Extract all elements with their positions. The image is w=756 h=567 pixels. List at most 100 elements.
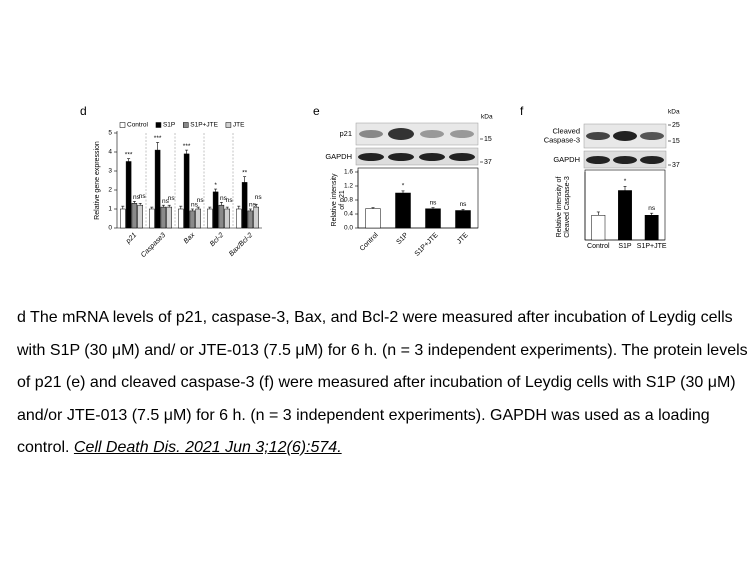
marker-label: 37 xyxy=(672,162,680,169)
significance-label: ns xyxy=(255,194,263,201)
x-tick-label: Bcl-2 xyxy=(209,232,225,248)
bar xyxy=(236,208,242,229)
significance-label: ns xyxy=(139,193,147,200)
x-tick-label: Bax/Bcl-2 xyxy=(228,232,254,258)
marker-label: 25 xyxy=(672,122,680,129)
bar xyxy=(455,210,471,229)
bar xyxy=(212,191,219,229)
legend-swatch xyxy=(225,122,232,128)
significance-label: ns xyxy=(220,195,228,202)
citation: Cell Death Dis. 2021 Jun 3;12(6):574. xyxy=(73,439,342,456)
caption-text: d The mRNA levels of p21, caspase-3, Bax… xyxy=(17,309,748,456)
marker-label: 15 xyxy=(484,136,492,143)
legend-label: S1P xyxy=(163,122,175,129)
blot-f xyxy=(583,123,667,169)
significance-label: *** xyxy=(183,143,191,150)
bar xyxy=(591,215,606,241)
bar xyxy=(241,182,248,229)
bar xyxy=(207,208,213,229)
x-tick-label: p21 xyxy=(124,232,138,246)
bar xyxy=(131,203,138,229)
y-axis-label: Relative intensity of xyxy=(556,177,563,238)
blot-label: Caspase-3 xyxy=(544,135,580,144)
y-axis-label: Relative gene expression xyxy=(94,141,101,220)
y-tick-label: 1.6 xyxy=(344,169,353,176)
y-tick-label: 3 xyxy=(108,168,112,175)
significance-label: ns xyxy=(191,202,199,209)
bar xyxy=(224,208,230,229)
significance-label: * xyxy=(402,183,405,190)
x-tick-label: S1P xyxy=(395,232,410,247)
x-tick-label: Control xyxy=(587,243,610,250)
x-tick-label: JTE xyxy=(456,232,470,246)
significance-label: ns xyxy=(162,198,170,205)
bar xyxy=(195,208,201,229)
panel-label: f xyxy=(520,104,524,118)
bar xyxy=(154,149,161,229)
blot-label: p21 xyxy=(339,129,352,138)
significance-label: ns xyxy=(197,197,205,204)
blot-label: GAPDH xyxy=(325,152,352,161)
bar xyxy=(178,208,184,229)
bar xyxy=(425,208,441,229)
bar xyxy=(120,208,126,229)
y-tick-label: 4 xyxy=(108,149,112,156)
y-tick-label: 0 xyxy=(108,225,112,232)
significance-label: ns xyxy=(430,199,438,206)
bar xyxy=(125,161,132,229)
blot-e xyxy=(355,122,479,166)
significance-label: *** xyxy=(125,151,133,158)
significance-label: * xyxy=(214,182,217,189)
y-tick-label: 0.4 xyxy=(344,211,353,218)
legend-swatch xyxy=(155,122,162,128)
x-tick-label: Caspase3 xyxy=(140,232,167,259)
panel-label: d xyxy=(80,104,87,118)
x-tick-label: Bax xyxy=(183,231,197,245)
legend-label: JTE xyxy=(233,122,245,129)
significance-label: ns xyxy=(226,197,234,204)
bar xyxy=(395,192,411,229)
x-tick-label: S1P+JTE xyxy=(637,243,667,250)
y-tick-label: 1.2 xyxy=(344,183,353,190)
y-tick-label: 2 xyxy=(108,187,112,194)
y-axis-label: Cleaved Caspase-3 xyxy=(564,176,571,238)
bar xyxy=(218,204,225,229)
panel-label: e xyxy=(313,104,320,118)
legend-label: Control xyxy=(127,122,149,129)
x-tick-label: Control xyxy=(359,231,380,252)
bar xyxy=(149,208,155,229)
significance-label: * xyxy=(624,178,627,185)
legend-label: S1P+JTE xyxy=(190,122,218,129)
x-tick-label: S1P+JTE xyxy=(414,232,440,258)
y-axis-label: of p21 xyxy=(339,190,346,210)
legend-swatch xyxy=(183,122,189,128)
bar xyxy=(166,206,172,229)
y-tick-label: 1 xyxy=(108,206,112,213)
blot-label: Cleaved xyxy=(552,126,580,135)
bar xyxy=(160,206,167,229)
significance-label: ** xyxy=(242,169,248,176)
bar xyxy=(618,190,632,241)
bar xyxy=(183,153,190,229)
bar xyxy=(365,208,381,229)
caption: d The mRNA levels of p21, caspase-3, Bax… xyxy=(17,302,753,465)
y-axis-label: Relative intensity xyxy=(331,173,338,226)
bar xyxy=(189,210,196,229)
significance-label: *** xyxy=(154,135,162,142)
marker-label: 15 xyxy=(672,138,680,145)
significance-label: ns xyxy=(133,194,141,201)
y-tick-label: 5 xyxy=(108,130,112,137)
kda-label: kDa xyxy=(481,114,493,121)
significance-label: ns xyxy=(648,205,656,212)
y-tick-label: 0.8 xyxy=(344,197,353,204)
kda-label: kDa xyxy=(668,109,680,116)
bar xyxy=(253,206,259,229)
legend-swatch xyxy=(119,122,126,128)
significance-label: ns xyxy=(460,201,468,208)
bar xyxy=(644,215,659,241)
bar xyxy=(137,204,143,229)
marker-label: 37 xyxy=(484,159,492,166)
significance-label: ns xyxy=(249,202,257,209)
